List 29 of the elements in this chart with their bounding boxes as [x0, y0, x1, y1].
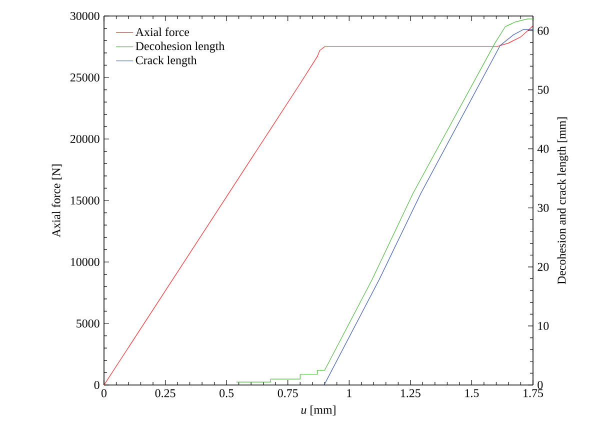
y-tick-label: 20000 — [70, 134, 100, 144]
legend-label: Decohesion length — [136, 42, 225, 53]
y-tick-label: 5000 — [76, 319, 100, 328]
x-tick-label: 1.5 — [465, 389, 479, 398]
x-tick-label: 1.25 — [401, 389, 420, 398]
y2-tick-label: 0 — [538, 380, 543, 390]
y2-tick-label: 20 — [538, 262, 549, 271]
y-tick-label: 15000 — [70, 196, 100, 205]
y-tick-label: 25000 — [70, 73, 100, 82]
x-tick-label: 0.5 — [220, 389, 234, 398]
y-tick-label: 0 — [94, 380, 100, 390]
y2-tick-label: 10 — [538, 322, 549, 330]
y2-tick-label: 60 — [538, 26, 549, 35]
y2-tick-label: 40 — [537, 144, 549, 153]
x-tick-label: 0.25 — [155, 389, 176, 398]
legend-label: Crack length — [136, 56, 197, 67]
y2-axis-title: Decohesion and crack length [mm] — [557, 117, 568, 284]
x-tick-label: 0.75 — [278, 389, 298, 398]
x-tick-label: 0 — [101, 389, 107, 398]
y-tick-label: 30000 — [70, 12, 100, 20]
legend-label: Axial force — [135, 28, 190, 36]
y-axis-title: Axial force [N] — [52, 164, 62, 238]
y2-tick-label: 30 — [538, 204, 549, 212]
line-series — [236, 18, 534, 382]
x-tick-label: 1 — [347, 389, 352, 398]
y2-tick-label: 50 — [538, 86, 549, 94]
y-tick-label: 10000 — [70, 258, 100, 266]
x-tick-label: 1.75 — [524, 389, 544, 398]
x-axis-title: u [mm] — [301, 405, 336, 416]
